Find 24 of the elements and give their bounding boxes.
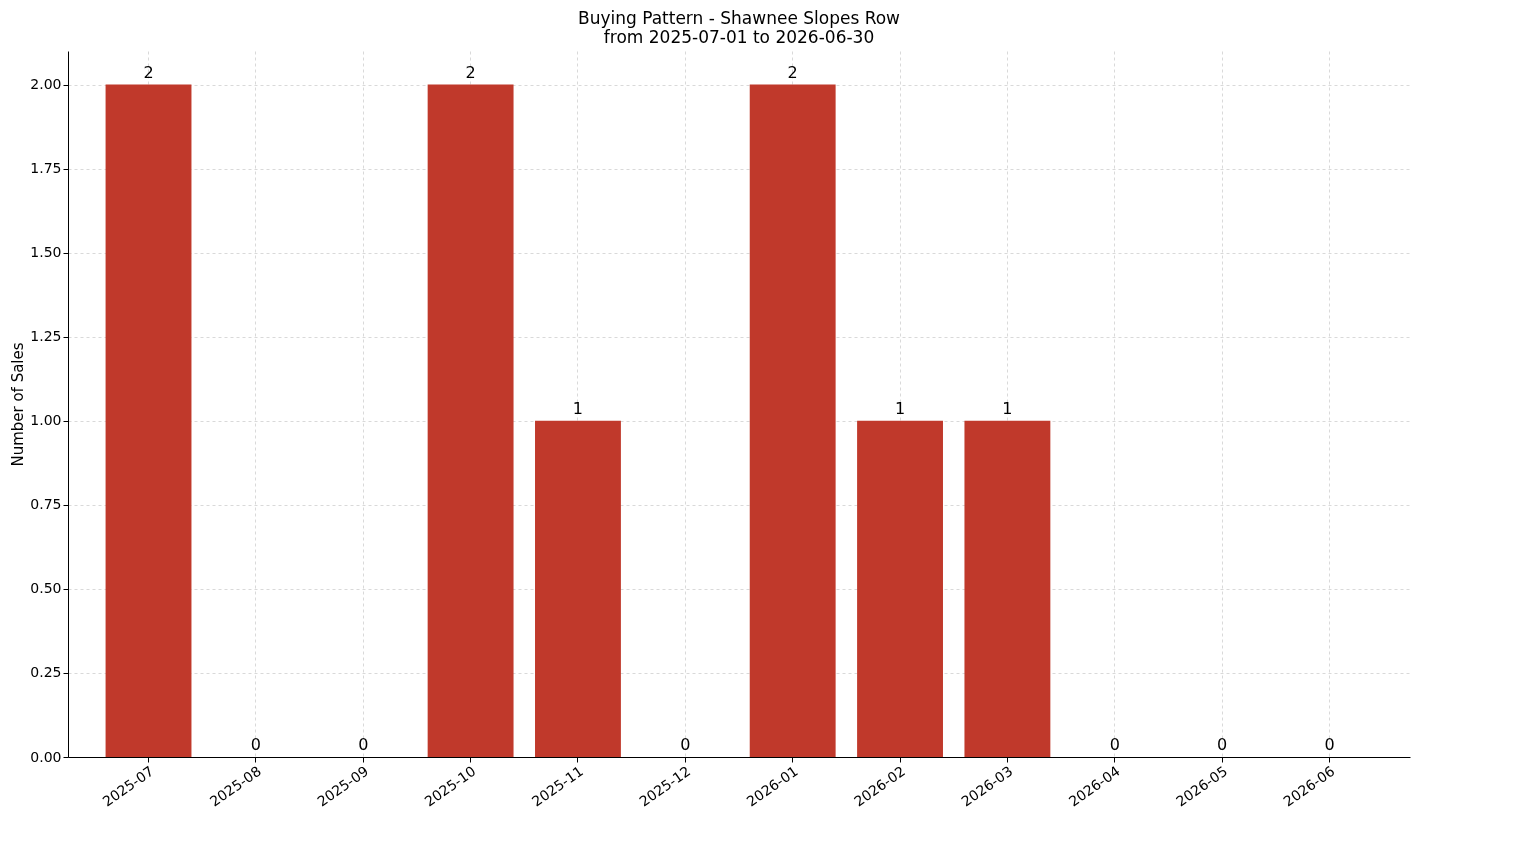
- data-label: 0: [358, 735, 369, 754]
- y-tick-label: 0.50: [30, 580, 62, 597]
- data-label: 1: [572, 398, 584, 418]
- y-tick-label: 1.50: [30, 244, 62, 261]
- chart-subtitle: from 2025-07-01 to 2026-06-30: [603, 27, 875, 47]
- data-label: 2: [787, 62, 798, 82]
- data-label: 0: [1217, 735, 1228, 754]
- data-label: 1: [894, 398, 906, 418]
- y-tick-label: 1.25: [30, 328, 62, 345]
- y-tick-label: 0.75: [30, 496, 62, 513]
- y-axis-title: Number of Sales: [9, 342, 28, 467]
- data-label: 2: [143, 62, 154, 82]
- y-tick-label: 0.00: [30, 748, 62, 765]
- data-label: 1: [1002, 398, 1013, 418]
- data-label: 0: [1324, 735, 1335, 754]
- data-label: 0: [250, 735, 261, 754]
- data-label: 0: [680, 735, 691, 754]
- y-tick-label: 1.00: [30, 412, 62, 429]
- y-tick-label: 1.75: [30, 160, 62, 177]
- y-tick-label: 2.00: [30, 76, 62, 93]
- data-label: 2: [465, 62, 476, 82]
- data-label: 0: [1109, 735, 1120, 754]
- chart-title: Buying Pattern - Shawnee Slopes Row: [577, 8, 901, 28]
- y-tick-label: 0.25: [30, 664, 62, 681]
